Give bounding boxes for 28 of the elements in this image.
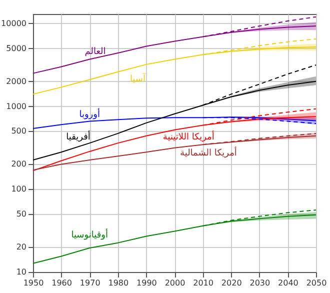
series-label: أفريقيا — [66, 130, 90, 143]
series-label: أوروبا — [79, 108, 100, 120]
y-tick-label: 50 — [16, 210, 26, 219]
y-tick-label: 100 — [11, 184, 26, 194]
y-tick-label: 200 — [11, 160, 26, 169]
y-tick-label: 10000 — [1, 18, 26, 28]
series-label: أمريكا اللاتينية — [162, 130, 214, 142]
x-tick-label: 2020 — [221, 278, 242, 288]
y-tick-label: 500 — [11, 126, 26, 136]
series-label: آسيا — [130, 72, 146, 84]
y-tick-label: 20 — [16, 242, 26, 252]
x-tick-label: 1950 — [23, 278, 44, 288]
x-tick-label: 2030 — [250, 278, 270, 288]
x-tick-label: 1960 — [52, 278, 72, 288]
x-tick-label: 2010 — [193, 278, 214, 288]
x-tick-label: 2000 — [164, 278, 186, 288]
x-tick-label: 1980 — [108, 278, 129, 288]
x-tick-label: 2040 — [278, 278, 298, 288]
series-label: العالم — [84, 46, 106, 57]
x-tick-label: 1990 — [136, 278, 157, 288]
series-label: أوقيانوسيا — [71, 228, 108, 241]
x-tick-label: 2050 — [306, 278, 327, 288]
y-tick-label: 2000 — [6, 76, 26, 86]
y-tick-label: 1000 — [6, 102, 26, 111]
y-tick-label: 10 — [16, 268, 26, 276]
x-tick-label: 1970 — [80, 278, 100, 288]
series-label: أمريكا الشمالية — [180, 146, 237, 159]
y-tick-label: 5000 — [6, 44, 26, 53]
